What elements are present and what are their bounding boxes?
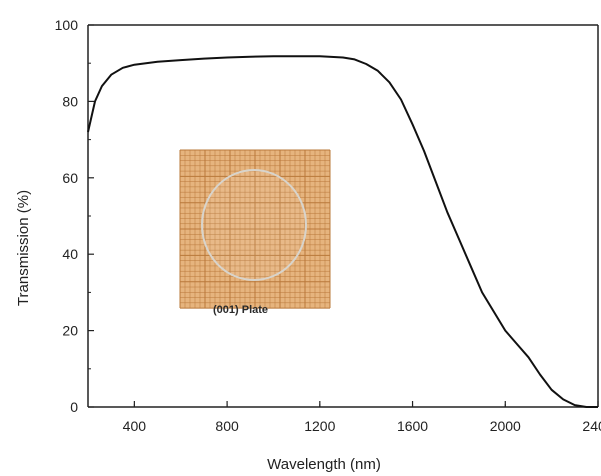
transmission-series-line-0	[87, 55, 598, 408]
x-tick-label: 800	[215, 418, 239, 434]
axis-ticks: 400 800 1200 1600 2000 2400 0 20 40 60 80 100	[55, 17, 601, 434]
x-tick-label: 1600	[397, 418, 428, 434]
y-tick-label: 40	[62, 246, 78, 262]
y-tick-label: 20	[62, 323, 78, 339]
series-layer	[87, 55, 598, 408]
x-tick-label: 400	[123, 418, 147, 434]
x-axis-title: Wavelength (nm)	[267, 456, 381, 473]
y-axis-title: Transmission (%)	[15, 190, 32, 306]
x-tick-label: 2400	[582, 418, 601, 434]
y-tick-label: 100	[55, 17, 79, 33]
inset-plate-disc	[201, 169, 307, 281]
y-tick-label: 60	[62, 170, 78, 186]
y-tick-label: 0	[70, 399, 78, 415]
x-tick-label: 1200	[304, 418, 335, 434]
y-tick-label: 80	[62, 93, 78, 109]
x-tick-label: 2000	[490, 418, 521, 434]
inset-photo-001-plate: (001) Plate	[179, 149, 331, 316]
inset-label: (001) Plate	[213, 304, 268, 316]
